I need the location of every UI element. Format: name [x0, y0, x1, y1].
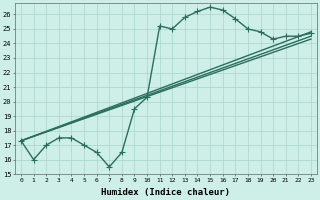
X-axis label: Humidex (Indice chaleur): Humidex (Indice chaleur) — [101, 188, 230, 197]
